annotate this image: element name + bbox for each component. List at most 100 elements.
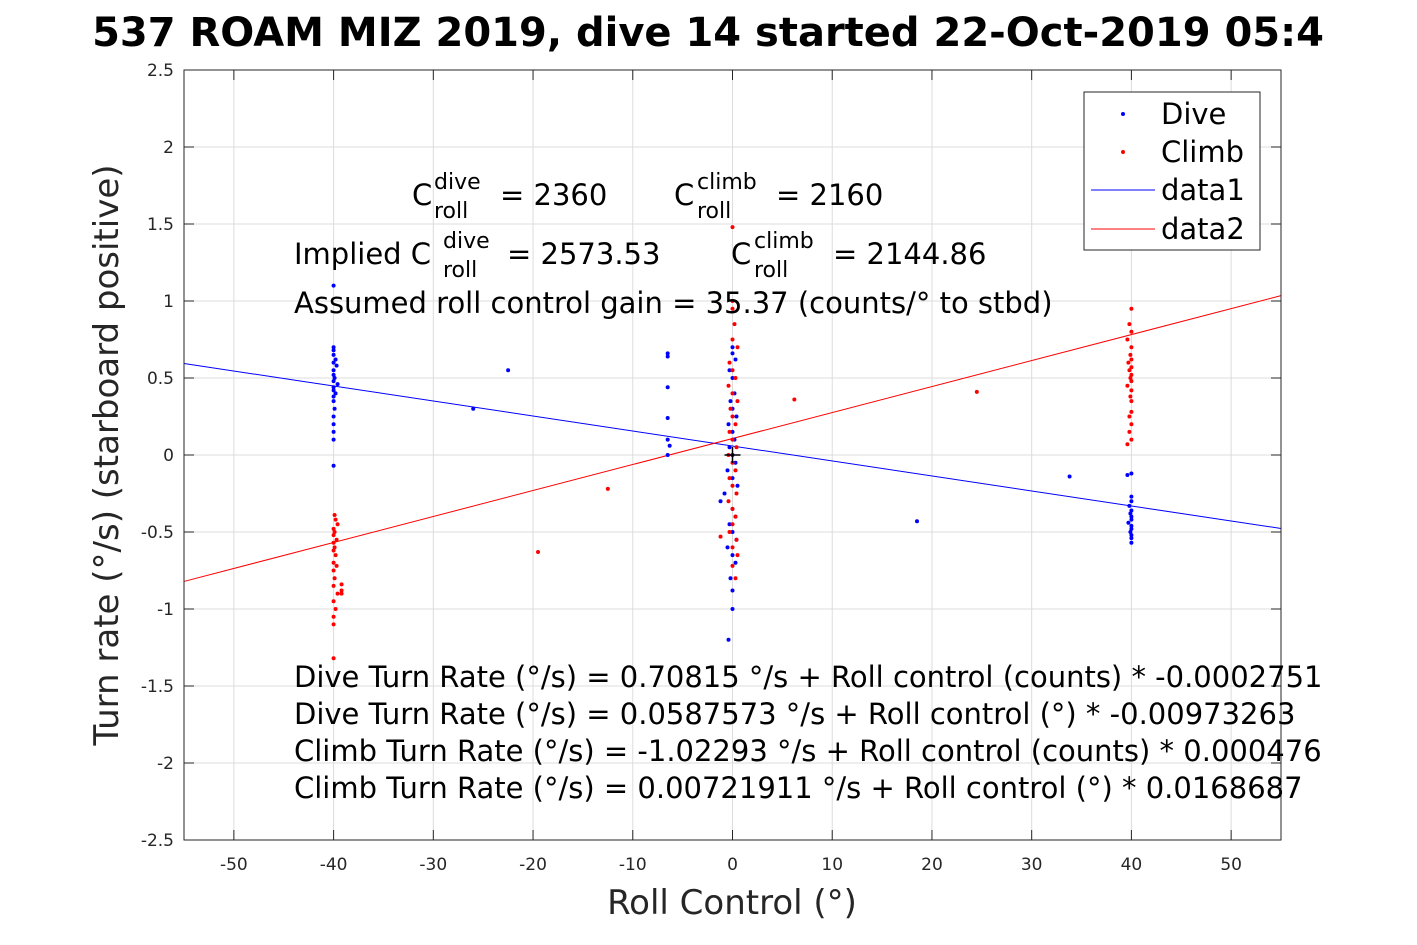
annotation-c-climb-label: C	[674, 178, 694, 212]
point-dive	[1129, 514, 1134, 519]
point-climb	[331, 583, 336, 588]
point-climb	[730, 414, 735, 419]
x-tick-label: -10	[619, 855, 647, 875]
point-dive	[665, 351, 670, 356]
point-dive	[471, 406, 476, 411]
point-climb	[1129, 365, 1134, 370]
point-climb	[730, 299, 735, 303]
point-climb	[734, 537, 739, 542]
point-climb	[732, 322, 737, 327]
point-climb	[734, 491, 739, 496]
point-dive	[914, 519, 919, 524]
point-climb	[730, 483, 735, 488]
x-tick-label: 20	[921, 855, 943, 875]
annotation-implied-climb-sup: climb	[754, 229, 814, 254]
point-dive	[331, 422, 336, 427]
point-climb	[730, 522, 735, 527]
point-climb	[331, 599, 336, 604]
point-climb	[605, 486, 610, 491]
point-dive	[734, 414, 739, 419]
point-climb	[1126, 360, 1131, 365]
point-climb	[974, 389, 979, 394]
point-dive	[331, 385, 336, 390]
point-climb	[333, 553, 338, 558]
point-climb	[332, 545, 337, 550]
point-dive	[1128, 511, 1133, 516]
point-climb	[718, 534, 723, 539]
point-dive	[331, 437, 336, 442]
point-climb	[1129, 437, 1134, 442]
point-climb	[1127, 322, 1132, 327]
data-points	[331, 225, 1134, 661]
point-dive	[331, 429, 336, 434]
annotation-implied-climb: C climb roll = 2144.86	[731, 229, 986, 283]
legend: Dive Climb data1 data2	[1083, 91, 1261, 251]
y-tick-label: 1.5	[147, 215, 174, 235]
point-dive	[735, 483, 740, 488]
point-dive	[718, 499, 723, 504]
equation-3: Climb Turn Rate (°/s) = -1.02293 °/s + R…	[294, 734, 1322, 768]
point-dive	[331, 368, 336, 373]
annotation-c-dive-label: C	[412, 178, 432, 212]
point-dive	[730, 476, 735, 481]
point-climb	[1129, 345, 1134, 350]
point-climb	[1129, 372, 1134, 377]
point-dive	[725, 545, 730, 550]
y-axis-label: Turn rate (°/s) (starboard positive)	[87, 164, 127, 746]
fit-line-data1	[183, 363, 1282, 529]
point-dive	[1126, 520, 1131, 525]
point-dive	[1129, 471, 1134, 476]
point-dive	[665, 354, 670, 359]
point-dive	[1129, 536, 1134, 541]
y-tick-label: 0	[163, 446, 174, 466]
point-climb	[726, 499, 731, 504]
y-tick-label: 2.5	[147, 61, 174, 81]
x-tick-label: 40	[1121, 855, 1143, 875]
point-climb	[334, 537, 339, 542]
point-climb	[727, 360, 732, 365]
point-climb	[335, 591, 340, 596]
point-dive	[1129, 526, 1134, 531]
point-dive	[1067, 474, 1072, 479]
point-dive	[335, 382, 340, 387]
point-climb	[331, 656, 336, 661]
point-dive	[667, 443, 672, 448]
y-tick-label: 2	[163, 138, 174, 158]
point-dive	[331, 372, 336, 377]
point-dive	[331, 352, 336, 357]
point-dive	[730, 530, 735, 534]
x-tick-label: 10	[821, 855, 843, 875]
point-dive	[331, 360, 336, 365]
point-climb	[334, 563, 339, 568]
point-climb	[735, 345, 740, 350]
point-dive	[1129, 499, 1134, 504]
point-dive	[1128, 530, 1133, 534]
point-climb	[1129, 422, 1134, 427]
point-dive	[733, 560, 738, 565]
point-climb	[730, 391, 735, 396]
point-dive	[730, 429, 735, 434]
point-climb	[1127, 429, 1132, 434]
point-climb	[792, 397, 797, 402]
point-dive	[665, 437, 670, 442]
point-dive	[1129, 517, 1134, 522]
point-climb	[1128, 376, 1133, 380]
annotation-c-climb: C climb roll = 2160	[674, 170, 883, 224]
point-dive	[1129, 523, 1134, 528]
axis-ticks	[184, 69, 1281, 841]
point-climb	[726, 383, 731, 388]
annotation-implied-dive-sub: roll	[443, 258, 477, 283]
point-climb	[1128, 394, 1133, 399]
point-dive	[725, 468, 730, 473]
point-dive	[331, 388, 336, 393]
point-climb	[1129, 379, 1134, 384]
equation-2: Dive Turn Rate (°/s) = 0.0587573 °/s + R…	[294, 697, 1295, 731]
point-climb	[730, 368, 735, 373]
annotation-c-dive-sup: dive	[434, 170, 481, 195]
x-tick-label: -30	[419, 855, 447, 875]
point-dive	[726, 637, 731, 642]
point-dive	[334, 363, 339, 368]
legend-climb-label: Climb	[1161, 135, 1244, 169]
x-axis-label: Roll Control (°)	[607, 883, 857, 923]
point-climb	[1128, 352, 1133, 357]
